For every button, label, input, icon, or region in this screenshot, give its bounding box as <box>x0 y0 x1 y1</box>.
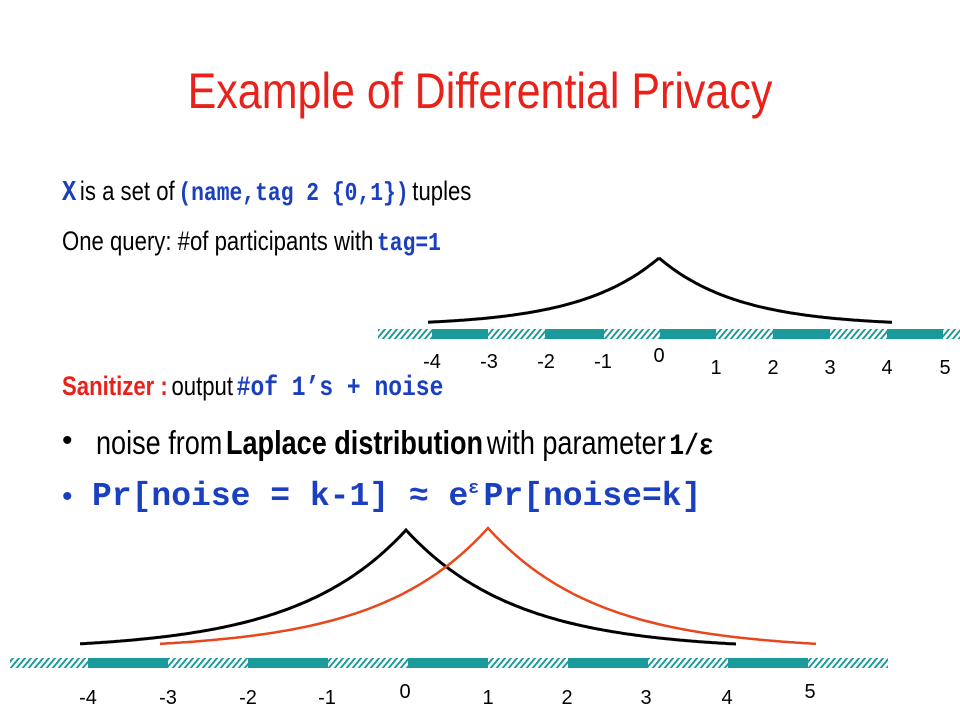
top-axis-segment-1 <box>545 329 604 339</box>
top-tick-label: 0 <box>653 345 664 367</box>
line-definition: X is a set of (name,tag 2 {0,1}) tuples <box>62 176 471 209</box>
bottom-tick-label: -2 <box>239 687 257 709</box>
bullet-2-sup: ε <box>468 478 480 499</box>
top-laplace-curve <box>427 257 893 324</box>
top-tick-label: 5 <box>939 357 950 379</box>
top-tick-label: -4 <box>423 351 441 373</box>
top-tick-label: 2 <box>767 357 778 379</box>
top-tick-label: -3 <box>480 351 498 373</box>
bullet-1-text2: with parameter <box>486 424 666 461</box>
bullet-1-param: 1/ε <box>669 430 714 464</box>
bottom-tick-label: 5 <box>804 681 815 703</box>
bullet-dot-1: • <box>62 424 73 457</box>
line-query: One query: #of participants with tag=1 <box>62 226 441 258</box>
bottom-axis-segment-3 <box>568 658 648 668</box>
bullet-1-text1: noise from <box>96 424 223 461</box>
bottom-tick-label: -1 <box>318 687 336 709</box>
top-axis-segment-4 <box>887 329 943 339</box>
bottom-tick-label: 1 <box>482 687 493 709</box>
bullet-2-lhs: Pr[noise = k-1] ≈ e <box>92 478 469 515</box>
bottom-axis <box>10 658 888 668</box>
query-text: One query: #of participants with <box>62 226 374 256</box>
bottom-axis-segments <box>88 658 808 668</box>
bullet-1: • <box>62 424 73 458</box>
top-tick-label: 1 <box>710 357 721 379</box>
bottom-tick-label: -4 <box>79 687 97 709</box>
bottom-axis-segment-0 <box>88 658 168 668</box>
query-code: tag=1 <box>377 228 441 258</box>
slide-title: Example of Differential Privacy <box>187 63 773 119</box>
bottom-tick-label: -3 <box>159 687 177 709</box>
top-tick-label: 4 <box>881 357 892 379</box>
bullet-2-rhs: Pr[noise=k] <box>483 478 702 515</box>
top-axis-segment-0 <box>432 329 488 339</box>
bottom-axis-segment-4 <box>728 658 808 668</box>
bottom-axis-segment-1 <box>248 658 328 668</box>
top-tick-label: 3 <box>824 357 835 379</box>
top-tick-label: -2 <box>537 351 555 373</box>
top-tick-label: -1 <box>594 351 612 373</box>
bottom-tick-label: 4 <box>721 687 732 709</box>
top-axis-segment-2 <box>660 329 716 339</box>
bottom-tick-label: 0 <box>399 681 410 703</box>
bottom-tick-label: 3 <box>640 687 651 709</box>
line1-text1: is a set of <box>79 176 175 206</box>
sanitizer-text: output <box>171 371 234 401</box>
line-sanitizer: Sanitizer : output #of 1’s + noise <box>62 371 443 404</box>
sanitizer-code: #of 1’s + noise <box>236 373 444 404</box>
bottom-laplace-curve-black <box>79 527 737 646</box>
bottom-tick-label: 2 <box>561 687 572 709</box>
bullet-2: • <box>62 480 73 514</box>
bottom-axis-labels: -4 -3 -2 -1 0 1 2 3 4 5 <box>79 681 815 709</box>
line1-text2: tuples <box>412 176 472 206</box>
top-axis-segments <box>432 329 943 339</box>
bottom-axis-segment-2 <box>408 658 488 668</box>
bullet-1-bold: Laplace distribution <box>225 424 484 461</box>
tuple-code: (name,tag 2 {0,1}) <box>178 178 409 208</box>
bullet-dot-2: • <box>62 480 73 513</box>
top-axis-labels: -4 -3 -2 -1 0 1 2 3 4 5 <box>423 345 950 379</box>
bottom-laplace-curve-red <box>159 526 817 646</box>
top-axis <box>378 329 960 339</box>
bullet-1-content: noise from Laplace distribution with par… <box>96 424 714 464</box>
sanitizer-label: Sanitizer : <box>62 371 168 401</box>
top-axis-segment-3 <box>773 329 830 339</box>
var-x: X <box>62 176 77 209</box>
bullet-2-content: Pr[noise = k-1] ≈ eε Pr[noise=k] <box>92 478 701 515</box>
